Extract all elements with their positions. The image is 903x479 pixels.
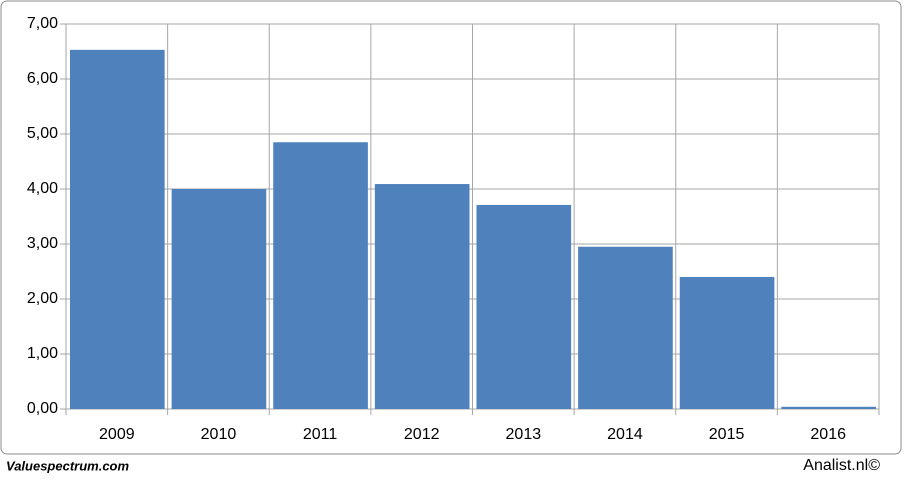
x-tick-label: 2009 xyxy=(99,426,135,443)
y-tick-label: 2,00 xyxy=(27,290,58,307)
y-tick-label: 7,00 xyxy=(27,15,58,32)
bar xyxy=(171,189,267,409)
x-tick-label: 2010 xyxy=(201,426,237,443)
footer-left: Valuespectrum.com xyxy=(6,458,130,473)
y-tick-label: 3,00 xyxy=(27,235,58,252)
x-tick-label: 2011 xyxy=(303,426,338,443)
bar xyxy=(679,277,775,409)
bar xyxy=(70,49,165,409)
y-tick-label: 0,00 xyxy=(27,400,58,417)
bar xyxy=(476,204,572,409)
y-tick-label: 1,00 xyxy=(27,345,58,362)
x-tick-label: 2015 xyxy=(709,426,745,443)
x-tick-label: 2013 xyxy=(506,426,542,443)
bar xyxy=(781,406,876,409)
y-tick-label: 6,00 xyxy=(27,70,58,87)
bar xyxy=(374,184,470,409)
x-tick-label: 2014 xyxy=(607,426,643,443)
bar xyxy=(578,246,673,409)
x-tick-label: 2012 xyxy=(404,426,440,443)
x-tick-label: 2016 xyxy=(810,426,846,443)
y-tick-label: 4,00 xyxy=(27,180,58,197)
bar xyxy=(273,142,368,409)
footer-right: Analist.nl© xyxy=(803,457,880,474)
y-tick-label: 5,00 xyxy=(27,125,58,142)
